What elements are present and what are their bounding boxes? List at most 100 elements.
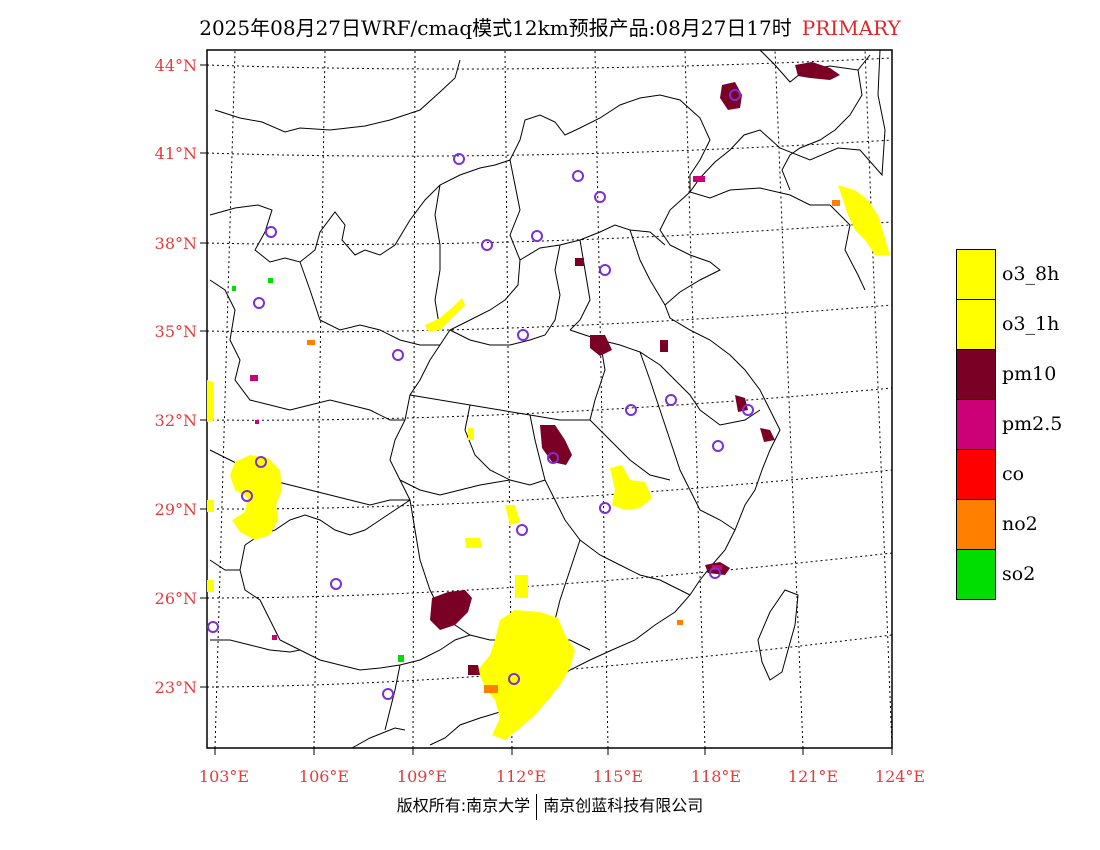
lat-label: 29°N — [155, 500, 197, 519]
station-marker — [665, 394, 677, 406]
o3-patch-guangxi-small2 — [465, 538, 482, 548]
station-marker — [729, 89, 741, 101]
o3-patch-shaanxi — [425, 298, 465, 332]
lon-label: 106°E — [299, 767, 349, 786]
station-marker — [517, 329, 529, 341]
o3-patch-sw-edge — [207, 380, 214, 422]
station-markers — [207, 89, 754, 700]
station-marker — [265, 226, 277, 238]
station-marker — [516, 524, 528, 536]
no2-patch — [484, 685, 498, 693]
station-marker — [207, 621, 219, 633]
copyright-separator — [536, 793, 538, 820]
legend-label: co — [1002, 463, 1025, 485]
station-marker — [253, 297, 265, 309]
o3-patch-coastal-ne — [838, 185, 890, 255]
station-marker — [382, 688, 394, 700]
pm10-patch-zhejiang — [760, 428, 775, 442]
o3-patch-jiangxi — [610, 465, 652, 510]
pm10-patch-hubei — [540, 425, 572, 465]
legend-label: o3_8h — [1002, 263, 1060, 285]
so2-patches — [232, 278, 404, 662]
pm25-patch — [255, 420, 259, 424]
station-marker — [547, 452, 559, 464]
lat-label: 26°N — [155, 589, 197, 608]
legend-label: no2 — [1002, 513, 1038, 535]
station-marker — [453, 153, 465, 165]
so2-patch — [268, 278, 273, 283]
station-marker — [508, 673, 520, 685]
taiwan-island — [757, 589, 799, 681]
legend-label: o3_1h — [1002, 313, 1060, 335]
so2-patch — [232, 286, 236, 291]
pm10-patch-guangxi-south — [468, 665, 480, 675]
legend-item-co: co — [956, 449, 1086, 500]
copyright-right: 南京创蓝科技有限公司 — [543, 796, 704, 815]
lat-label: 35°N — [155, 322, 197, 341]
lat-label: 44°N — [155, 56, 197, 75]
station-marker — [594, 191, 606, 203]
legend-label: so2 — [1002, 563, 1036, 585]
legend-swatch — [956, 299, 996, 350]
copyright-left: 版权所有:南京大学 — [396, 796, 531, 815]
legend-swatch — [956, 549, 996, 600]
legend-item-no2: no2 — [956, 499, 1086, 550]
station-marker — [709, 567, 721, 579]
pm10-patch-anhui — [660, 340, 668, 352]
lon-label: 118°E — [691, 767, 741, 786]
pm25-patch — [693, 176, 705, 182]
province-lines — [209, 94, 761, 731]
pm25-patch — [272, 635, 277, 640]
lat-label: 23°N — [155, 678, 197, 697]
station-marker — [625, 404, 637, 416]
northern-border — [214, 59, 461, 133]
legend-swatch — [956, 499, 996, 550]
title-product: PRIMARY — [801, 16, 901, 40]
legend-swatch — [956, 349, 996, 400]
station-marker — [572, 170, 584, 182]
title-text: 2025年08月27日WRF/cmaq模式12km预报产品:08月27日17时 — [199, 16, 792, 40]
o3-patch-hubei — [468, 428, 474, 440]
lat-label: 32°N — [155, 411, 197, 430]
no2-patch — [677, 620, 683, 625]
station-marker — [712, 440, 724, 452]
latitude-labels: 44°N 41°N 38°N 35°N 32°N 29°N 26°N 23°N — [155, 56, 197, 697]
lon-label: 121°E — [788, 767, 838, 786]
station-marker — [255, 456, 267, 468]
legend-item-so2: so2 — [956, 549, 1086, 600]
pm10-patch-shandong — [575, 258, 584, 266]
legend-label: pm10 — [1002, 363, 1057, 385]
lon-label: 115°E — [593, 767, 643, 786]
pm10-patch-northeast — [795, 62, 840, 80]
station-marker — [241, 490, 253, 502]
map-title: 2025年08月27日WRF/cmaq模式12km预报产品:08月27日17时 P… — [0, 12, 1100, 41]
no2-patches — [307, 200, 840, 693]
longitude-labels: 103°E 106°E 109°E 112°E 115°E 118°E 121°… — [199, 767, 925, 786]
o3-patch-sw-edge3 — [207, 580, 214, 592]
o3-patch-guangxi-small — [505, 505, 520, 525]
station-marker — [531, 230, 543, 242]
pm10-patches — [430, 62, 840, 675]
lon-label: 124°E — [875, 767, 925, 786]
axis-ticks — [200, 64, 893, 755]
o3-patch-southwest — [230, 455, 282, 540]
so2-patch — [398, 655, 404, 662]
station-marker — [599, 502, 611, 514]
no2-patch — [832, 200, 840, 206]
pm10-patch-guangxi — [430, 590, 472, 630]
station-marker — [599, 264, 611, 276]
o3-patch-hunan-north — [515, 575, 528, 598]
station-marker — [742, 404, 754, 416]
pm10-patch-jiangsu — [735, 395, 748, 412]
lat-label: 41°N — [155, 144, 197, 163]
legend-item-pm10: pm10 — [956, 349, 1086, 400]
o3-patch-guangdong — [478, 610, 575, 740]
legend-label: pm2.5 — [1002, 413, 1063, 435]
o3-patches — [207, 185, 890, 740]
station-marker — [330, 578, 342, 590]
pm25-patch — [250, 375, 258, 381]
legend-item-pm25: pm2.5 — [956, 399, 1086, 450]
legend-item-o3-8h: o3_8h — [956, 249, 1086, 300]
legend-item-o3-1h: o3_1h — [956, 299, 1086, 350]
